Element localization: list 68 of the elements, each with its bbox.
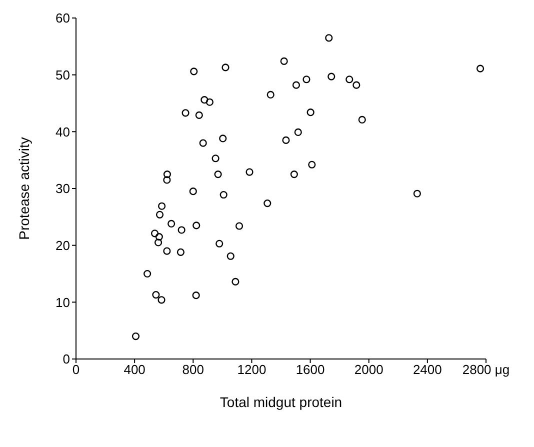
point bbox=[219, 134, 227, 142]
point bbox=[226, 252, 234, 260]
point bbox=[358, 116, 366, 124]
x-tick-label: 2000 bbox=[354, 362, 384, 378]
point bbox=[168, 220, 176, 228]
point bbox=[195, 111, 203, 119]
point bbox=[192, 222, 200, 230]
point bbox=[214, 170, 222, 178]
point bbox=[235, 222, 244, 230]
x-tick-label: 400 bbox=[124, 362, 146, 378]
point bbox=[206, 98, 214, 106]
point bbox=[282, 136, 290, 144]
y-tick-label: 20 bbox=[56, 238, 70, 253]
point bbox=[266, 90, 274, 99]
x-tick-label: 1200 bbox=[237, 362, 266, 378]
point bbox=[163, 176, 171, 184]
x-tick-label: 2800 μg bbox=[462, 362, 510, 378]
point bbox=[346, 76, 354, 84]
y-tick-label: 30 bbox=[56, 181, 70, 196]
point bbox=[290, 170, 298, 178]
x-tick-label: 800 bbox=[182, 362, 204, 378]
y-tick-label: 60 bbox=[56, 10, 70, 26]
point bbox=[158, 296, 166, 304]
point bbox=[199, 139, 207, 147]
point bbox=[308, 160, 316, 168]
point bbox=[246, 168, 254, 176]
point bbox=[150, 230, 159, 238]
point bbox=[156, 210, 164, 218]
point bbox=[306, 108, 314, 116]
point bbox=[190, 68, 198, 76]
point bbox=[178, 226, 186, 234]
point bbox=[132, 332, 140, 340]
x-tick-label: 0 bbox=[72, 362, 80, 378]
point bbox=[144, 270, 152, 278]
point bbox=[325, 34, 333, 42]
y-tick-label: 40 bbox=[56, 124, 70, 140]
point bbox=[292, 81, 300, 89]
x-tick-label: 2400 bbox=[412, 362, 442, 378]
point bbox=[176, 248, 184, 256]
point bbox=[222, 64, 230, 72]
point bbox=[155, 233, 163, 241]
point bbox=[302, 76, 310, 84]
point bbox=[328, 72, 336, 80]
point bbox=[163, 170, 172, 178]
point bbox=[294, 128, 302, 136]
point bbox=[182, 109, 190, 117]
y-tick-label: 10 bbox=[56, 294, 70, 310]
point bbox=[152, 290, 160, 299]
y-tick-label: 0 bbox=[62, 352, 70, 367]
point bbox=[220, 190, 228, 199]
point bbox=[352, 81, 360, 89]
point bbox=[413, 190, 421, 198]
y-tick-label: 50 bbox=[56, 67, 70, 82]
point bbox=[192, 292, 200, 300]
point bbox=[280, 57, 288, 65]
point bbox=[200, 96, 208, 104]
point bbox=[476, 64, 484, 72]
point bbox=[232, 278, 240, 286]
point bbox=[158, 202, 166, 210]
point bbox=[216, 240, 224, 248]
point bbox=[264, 199, 272, 208]
point bbox=[154, 238, 162, 246]
point bbox=[189, 188, 197, 196]
point bbox=[163, 247, 171, 255]
y-axis-title: Protease activity bbox=[16, 137, 32, 240]
point bbox=[212, 154, 220, 162]
x-tick-label: 1600 bbox=[296, 362, 325, 378]
x-axis-title: Total midgut protein bbox=[220, 394, 342, 410]
